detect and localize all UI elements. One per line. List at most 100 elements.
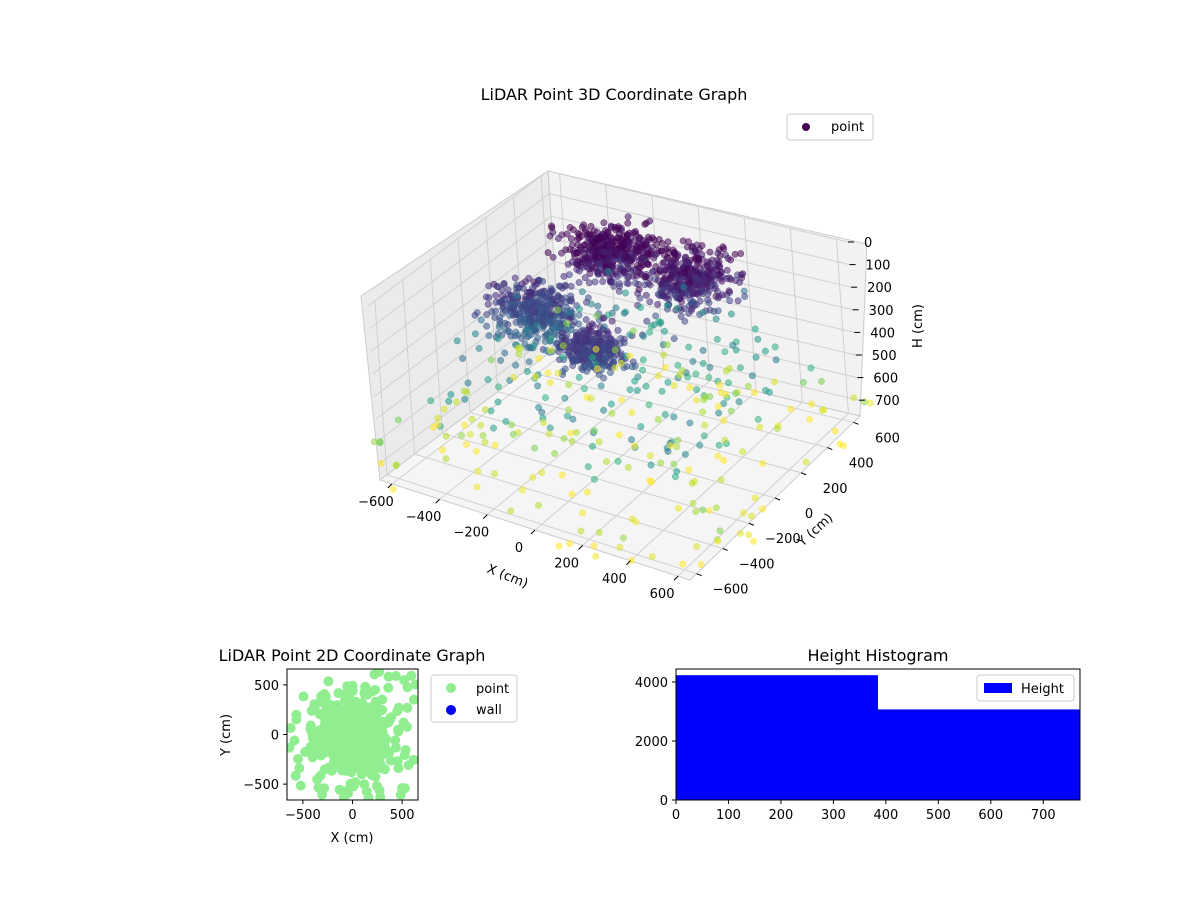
point-3d [494, 398, 502, 406]
point-3d [606, 355, 614, 363]
point-3d [692, 268, 700, 276]
point-2d [347, 680, 358, 691]
x-tick-label-hist: 700 [1031, 808, 1056, 823]
point-3d [660, 269, 668, 277]
point-3d [560, 310, 567, 318]
point-3d [483, 322, 491, 330]
point-3d [558, 471, 566, 479]
point-3d [554, 315, 562, 323]
point-3d [501, 349, 509, 357]
point-3d [866, 399, 874, 407]
point-3d [637, 423, 645, 431]
z-axis-label-3d: H (cm) [911, 304, 926, 348]
point-3d [539, 419, 547, 427]
point-3d [667, 442, 675, 450]
point-2d [334, 784, 345, 795]
legend-hist-box [976, 674, 1075, 702]
point-3d [539, 324, 547, 332]
point-3d [593, 365, 601, 373]
point-3d [546, 317, 554, 325]
x-tick-label-hist: 600 [978, 808, 1003, 823]
point-3d [693, 396, 701, 404]
point-3d [593, 312, 601, 320]
point-2d [370, 723, 381, 734]
points-2d [287, 669, 418, 800]
point-3d [515, 284, 523, 292]
point-3d [487, 407, 495, 415]
point-3d [729, 341, 737, 349]
point-3d [642, 219, 650, 227]
point-3d [657, 318, 665, 326]
point-3d [647, 322, 655, 330]
point-3d [585, 322, 593, 330]
point-3d [547, 334, 555, 342]
point-3d [740, 509, 747, 517]
point-3d [453, 398, 460, 406]
x-tick-label-hist: 100 [716, 808, 741, 823]
point-3d [575, 311, 583, 319]
point-3d [689, 357, 697, 365]
y-tick-label-3d: 600 [875, 431, 900, 446]
point-2d [369, 669, 380, 680]
y-tick-mark-3d [748, 522, 755, 526]
x-tick-mark-3d [626, 560, 631, 566]
point-3d [569, 362, 577, 370]
point-3d [588, 353, 596, 361]
point-3d [596, 350, 603, 358]
point-3d [592, 552, 600, 560]
point-2d [326, 765, 337, 776]
point-3d [544, 249, 552, 257]
point-2d [293, 754, 303, 764]
point-3d [570, 247, 577, 255]
point-3d [724, 254, 732, 262]
point-3d [591, 278, 599, 286]
point-2d [294, 763, 305, 774]
point-3d [542, 293, 550, 301]
histogram-title: Height Histogram [808, 646, 949, 665]
point-3d [531, 444, 539, 452]
point-3d [623, 279, 631, 287]
legend-2d: point wall [430, 674, 518, 723]
point-2d [363, 737, 374, 748]
point-2d [398, 717, 409, 728]
point-3d [642, 241, 650, 249]
point-3d [648, 243, 656, 251]
point-3d [546, 379, 554, 387]
point-3d [607, 400, 615, 408]
legend-3d-marker [802, 123, 810, 131]
point-3d [521, 340, 529, 348]
point-3d [539, 277, 547, 285]
point-3d [717, 268, 725, 276]
point-3d [597, 382, 605, 390]
point-3d [557, 295, 565, 302]
point-3d [568, 490, 576, 498]
point-3d [686, 384, 694, 391]
point-3d [442, 432, 450, 440]
point-3d [680, 283, 688, 291]
point-3d [721, 436, 729, 444]
y-tick-label-3d: −400 [739, 557, 775, 572]
point-3d [808, 400, 816, 408]
point-3d [370, 438, 378, 446]
point-3d [684, 373, 692, 381]
point-3d [551, 450, 559, 457]
x-tick-label-2d: 0 [348, 808, 356, 823]
point-3d [394, 416, 402, 424]
point-2d [342, 735, 353, 746]
point-2d [349, 696, 360, 707]
point-3d [616, 243, 624, 251]
point-2d [323, 729, 334, 740]
point-2d [312, 774, 323, 785]
x-tick-mark-3d [482, 514, 488, 519]
point-2d [370, 713, 381, 724]
legend-3d-box [786, 113, 874, 141]
point-3d [725, 379, 732, 387]
point-3d [831, 427, 839, 435]
point-3d [466, 430, 474, 438]
point-3d [750, 537, 758, 545]
point-3d [663, 301, 671, 309]
point-3d [392, 461, 400, 469]
point-2d [305, 720, 316, 731]
point-3d [682, 253, 690, 261]
point-2d [390, 735, 401, 746]
